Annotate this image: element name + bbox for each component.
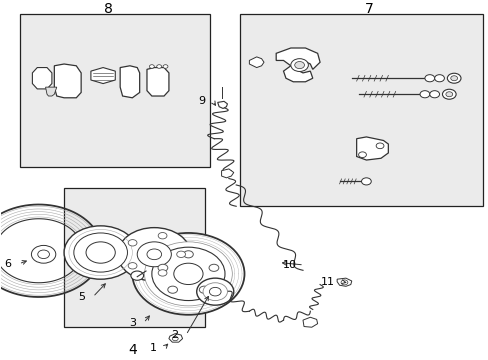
Circle shape: [152, 247, 224, 301]
Text: 8: 8: [103, 2, 112, 16]
Circle shape: [147, 249, 161, 260]
Circle shape: [447, 73, 460, 83]
Circle shape: [209, 287, 221, 296]
Text: 5: 5: [79, 292, 85, 302]
Circle shape: [375, 143, 383, 149]
Circle shape: [31, 246, 56, 263]
Circle shape: [340, 280, 347, 285]
Circle shape: [183, 251, 193, 258]
Circle shape: [358, 152, 366, 158]
Circle shape: [294, 62, 304, 69]
Text: 1: 1: [149, 343, 157, 353]
Circle shape: [419, 91, 429, 98]
Text: 10: 10: [282, 260, 296, 270]
Polygon shape: [91, 68, 115, 84]
Polygon shape: [217, 102, 227, 108]
Circle shape: [137, 242, 171, 267]
Circle shape: [173, 263, 203, 284]
Circle shape: [158, 233, 166, 239]
Circle shape: [434, 75, 444, 82]
Circle shape: [149, 65, 154, 68]
Circle shape: [209, 264, 218, 271]
Bar: [239, 14, 483, 206]
Polygon shape: [336, 278, 351, 286]
Text: 11: 11: [320, 277, 334, 287]
Text: 4: 4: [128, 343, 137, 357]
Circle shape: [132, 233, 244, 315]
Text: 3: 3: [129, 318, 136, 328]
Polygon shape: [120, 66, 140, 98]
Circle shape: [144, 242, 232, 306]
Circle shape: [64, 226, 137, 279]
Circle shape: [158, 264, 167, 271]
Polygon shape: [356, 137, 387, 160]
Circle shape: [196, 278, 233, 305]
Polygon shape: [303, 317, 317, 327]
Circle shape: [176, 251, 185, 257]
Circle shape: [118, 228, 190, 281]
Circle shape: [199, 286, 209, 293]
Polygon shape: [147, 68, 168, 96]
Circle shape: [131, 271, 143, 280]
Circle shape: [163, 65, 167, 68]
Circle shape: [203, 283, 227, 301]
Text: 7: 7: [364, 2, 372, 16]
Text: 6: 6: [4, 259, 11, 269]
Polygon shape: [276, 48, 320, 82]
Polygon shape: [168, 334, 182, 342]
Circle shape: [38, 250, 49, 258]
Circle shape: [128, 262, 137, 269]
Polygon shape: [249, 57, 264, 68]
Circle shape: [128, 240, 137, 246]
Polygon shape: [32, 68, 52, 89]
Polygon shape: [54, 64, 81, 98]
Circle shape: [86, 242, 115, 263]
Text: 2: 2: [171, 330, 178, 340]
Circle shape: [424, 75, 434, 82]
Circle shape: [167, 286, 177, 293]
Circle shape: [157, 65, 161, 68]
Circle shape: [361, 178, 370, 185]
Polygon shape: [45, 87, 57, 96]
Circle shape: [172, 337, 178, 341]
Circle shape: [158, 270, 166, 276]
Circle shape: [442, 89, 455, 99]
Circle shape: [429, 91, 439, 98]
Circle shape: [290, 59, 308, 72]
Bar: [64, 189, 205, 327]
Polygon shape: [221, 169, 233, 178]
Circle shape: [74, 233, 127, 272]
Circle shape: [450, 76, 457, 81]
Bar: [20, 14, 210, 167]
Text: 9: 9: [198, 96, 205, 106]
Circle shape: [445, 92, 452, 97]
